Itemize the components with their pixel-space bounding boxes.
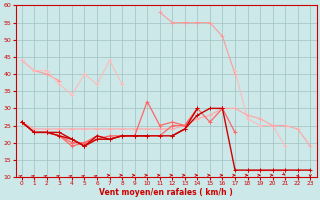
X-axis label: Vent moyen/en rafales ( km/h ): Vent moyen/en rafales ( km/h ): [99, 188, 233, 197]
